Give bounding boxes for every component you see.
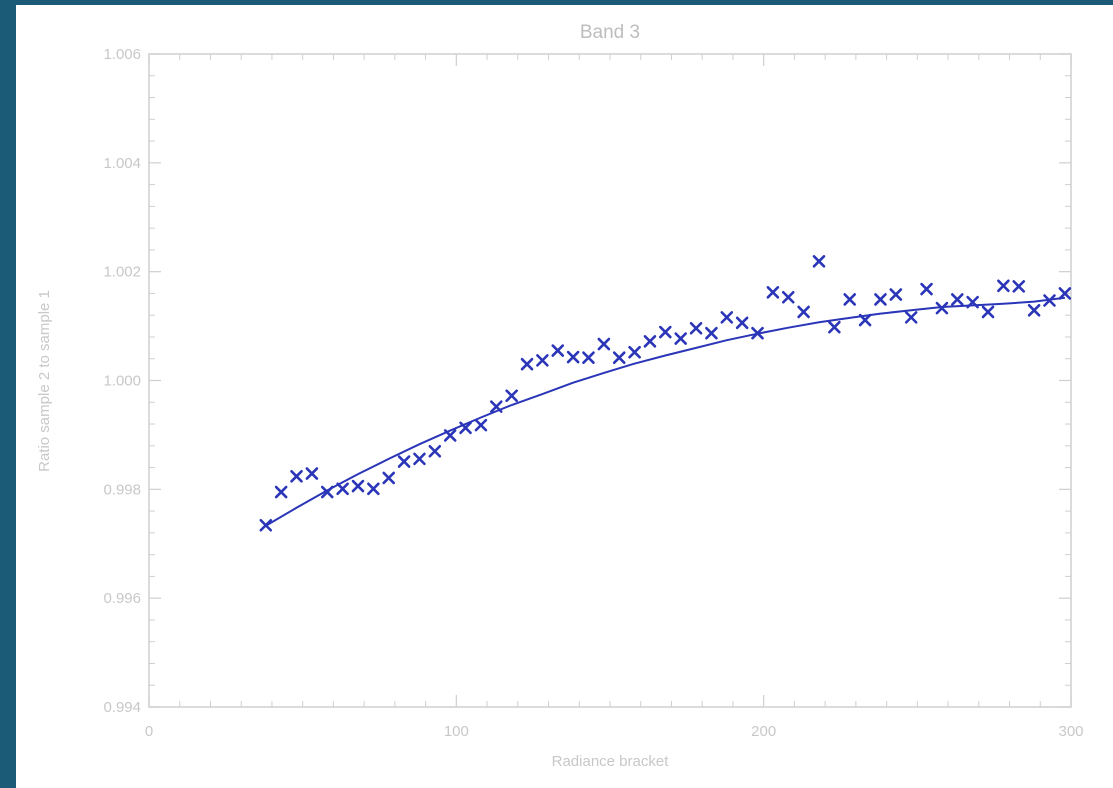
data-point <box>413 452 426 466</box>
plot-frame <box>148 53 1072 708</box>
data-point <box>643 335 657 348</box>
data-point <box>1012 280 1026 293</box>
data-point <box>459 421 472 435</box>
data-point <box>566 350 580 364</box>
data-point <box>597 337 611 351</box>
data-point <box>320 485 334 499</box>
data-point <box>367 482 380 496</box>
fit-curve-layer <box>265 296 1066 527</box>
data-point <box>582 351 595 364</box>
data-point <box>674 332 687 345</box>
data-point <box>259 518 273 532</box>
data-point <box>1058 287 1072 300</box>
data-point <box>505 389 518 403</box>
data-point <box>351 479 365 493</box>
data-point <box>858 313 872 327</box>
data-point <box>305 467 319 480</box>
data-point <box>981 305 995 319</box>
data-point <box>997 279 1010 293</box>
x-tick-label: 100 <box>444 723 469 740</box>
data-point <box>382 471 396 485</box>
y-tick-label: 1.000 <box>103 373 141 390</box>
data-point <box>797 305 810 319</box>
y-tick-label: 1.004 <box>103 155 141 172</box>
data-point <box>1027 304 1041 317</box>
data-point <box>551 344 565 357</box>
data-point <box>336 482 349 496</box>
data-point <box>950 293 964 306</box>
chart-svg: Band 3 Radiance bracket Ratio sample 2 t… <box>36 22 1084 770</box>
y-tick-label: 0.994 <box>103 699 141 716</box>
data-point <box>628 345 641 359</box>
x-tick-label: 0 <box>145 723 153 740</box>
x-axis-title: Radiance bracket <box>552 753 670 770</box>
data-point <box>781 290 795 304</box>
data-point <box>920 282 933 296</box>
data-point <box>536 354 549 367</box>
data-point <box>290 469 303 483</box>
data-point <box>874 293 887 306</box>
data-point <box>889 288 903 301</box>
data-point <box>443 429 457 442</box>
data-point <box>904 311 918 324</box>
data-point <box>397 455 411 468</box>
data-point <box>812 255 826 268</box>
data-point <box>274 485 288 499</box>
data-point <box>489 400 503 413</box>
y-tick-label: 0.996 <box>103 590 141 607</box>
data-point <box>474 418 488 432</box>
data-point <box>735 316 749 330</box>
fit-curve <box>265 296 1066 527</box>
data-point <box>705 326 718 340</box>
y-axis-title: Ratio sample 2 to sample 1 <box>36 290 53 472</box>
chart-title: Band 3 <box>580 22 640 43</box>
y-tick-label: 1.002 <box>103 264 141 281</box>
chart-panel: Band 3 Radiance bracket Ratio sample 2 t… <box>16 5 1113 788</box>
data-point <box>428 444 442 458</box>
data-point <box>659 325 672 339</box>
data-point <box>1043 294 1056 307</box>
data-point <box>689 321 703 335</box>
x-tick-label: 300 <box>1058 723 1083 740</box>
data-point <box>935 301 949 315</box>
x-tick-label: 200 <box>751 723 776 740</box>
data-point <box>966 295 979 309</box>
data-point <box>751 326 764 340</box>
data-point <box>843 293 857 306</box>
data-point <box>520 357 534 371</box>
data-point <box>828 320 841 334</box>
data-point <box>720 311 734 324</box>
data-point <box>612 351 626 364</box>
data-points-layer <box>259 255 1072 532</box>
y-tick-label: 0.998 <box>103 481 141 498</box>
axis-ticks: 0 100 200 300 0.994 0.996 0.998 1.000 1.002 1.004… <box>103 46 1083 740</box>
data-point <box>766 286 780 299</box>
y-tick-label: 1.006 <box>103 46 141 63</box>
